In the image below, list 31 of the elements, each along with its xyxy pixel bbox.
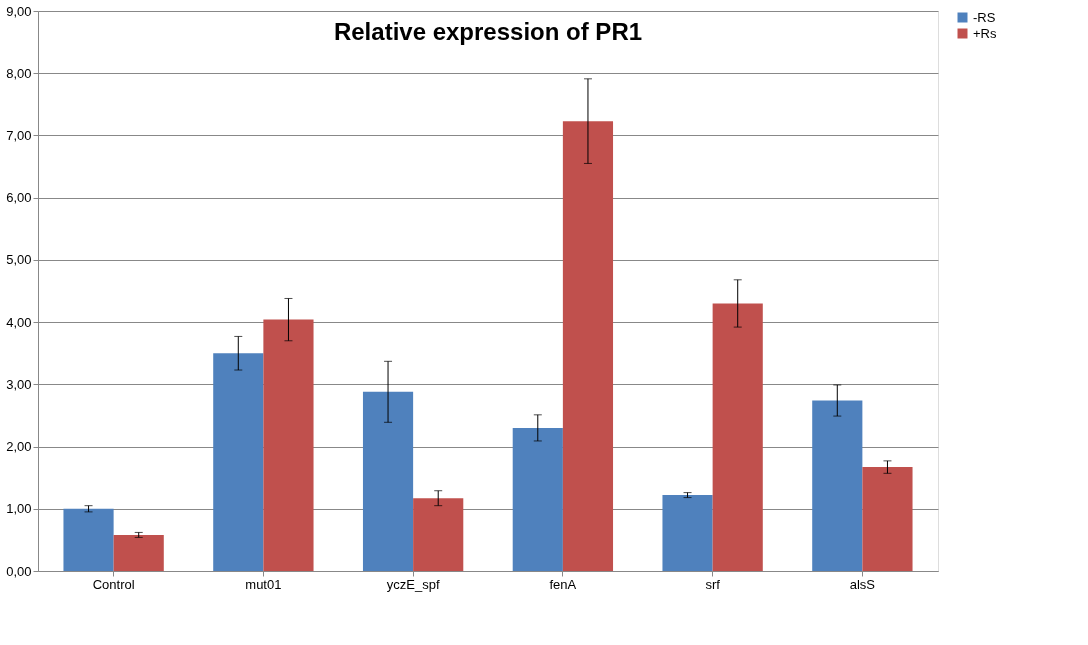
y-tick-label: 4,00 [6,314,32,330]
y-tick-label: 2,00 [6,439,32,455]
y-tick-label: 7,00 [6,127,32,143]
y-tick-label: 3,00 [6,376,32,392]
bar [562,121,614,571]
y-tick-label: 6,00 [6,190,32,206]
y-tick-label: 8,00 [6,65,32,81]
x-tick-label: srf [705,576,721,592]
bar [812,400,863,571]
bar [113,534,164,571]
bar [362,391,414,571]
bar [263,319,314,571]
y-tick-label: 5,00 [6,252,32,268]
y-tick-label: 1,00 [6,501,32,517]
bar [662,495,713,571]
x-tick-label: yczE_spf [386,576,440,592]
bar [63,508,114,571]
x-tick-label: mut01 [245,576,282,592]
bar [413,498,464,571]
x-tick-label: alsS [849,576,876,592]
x-tick-label: Control [92,576,135,592]
legend-label: +Rs [973,25,997,41]
bar [213,353,264,571]
bar [862,467,913,571]
bar [712,303,763,571]
x-tick-label: fenA [549,576,577,592]
bar [512,427,563,571]
y-tick-label: 0,00 [6,563,32,579]
y-tick-label: 9,00 [6,3,32,19]
legend-label: -RS [973,9,996,25]
chart-title: Relative expression of PR1 [333,18,643,45]
